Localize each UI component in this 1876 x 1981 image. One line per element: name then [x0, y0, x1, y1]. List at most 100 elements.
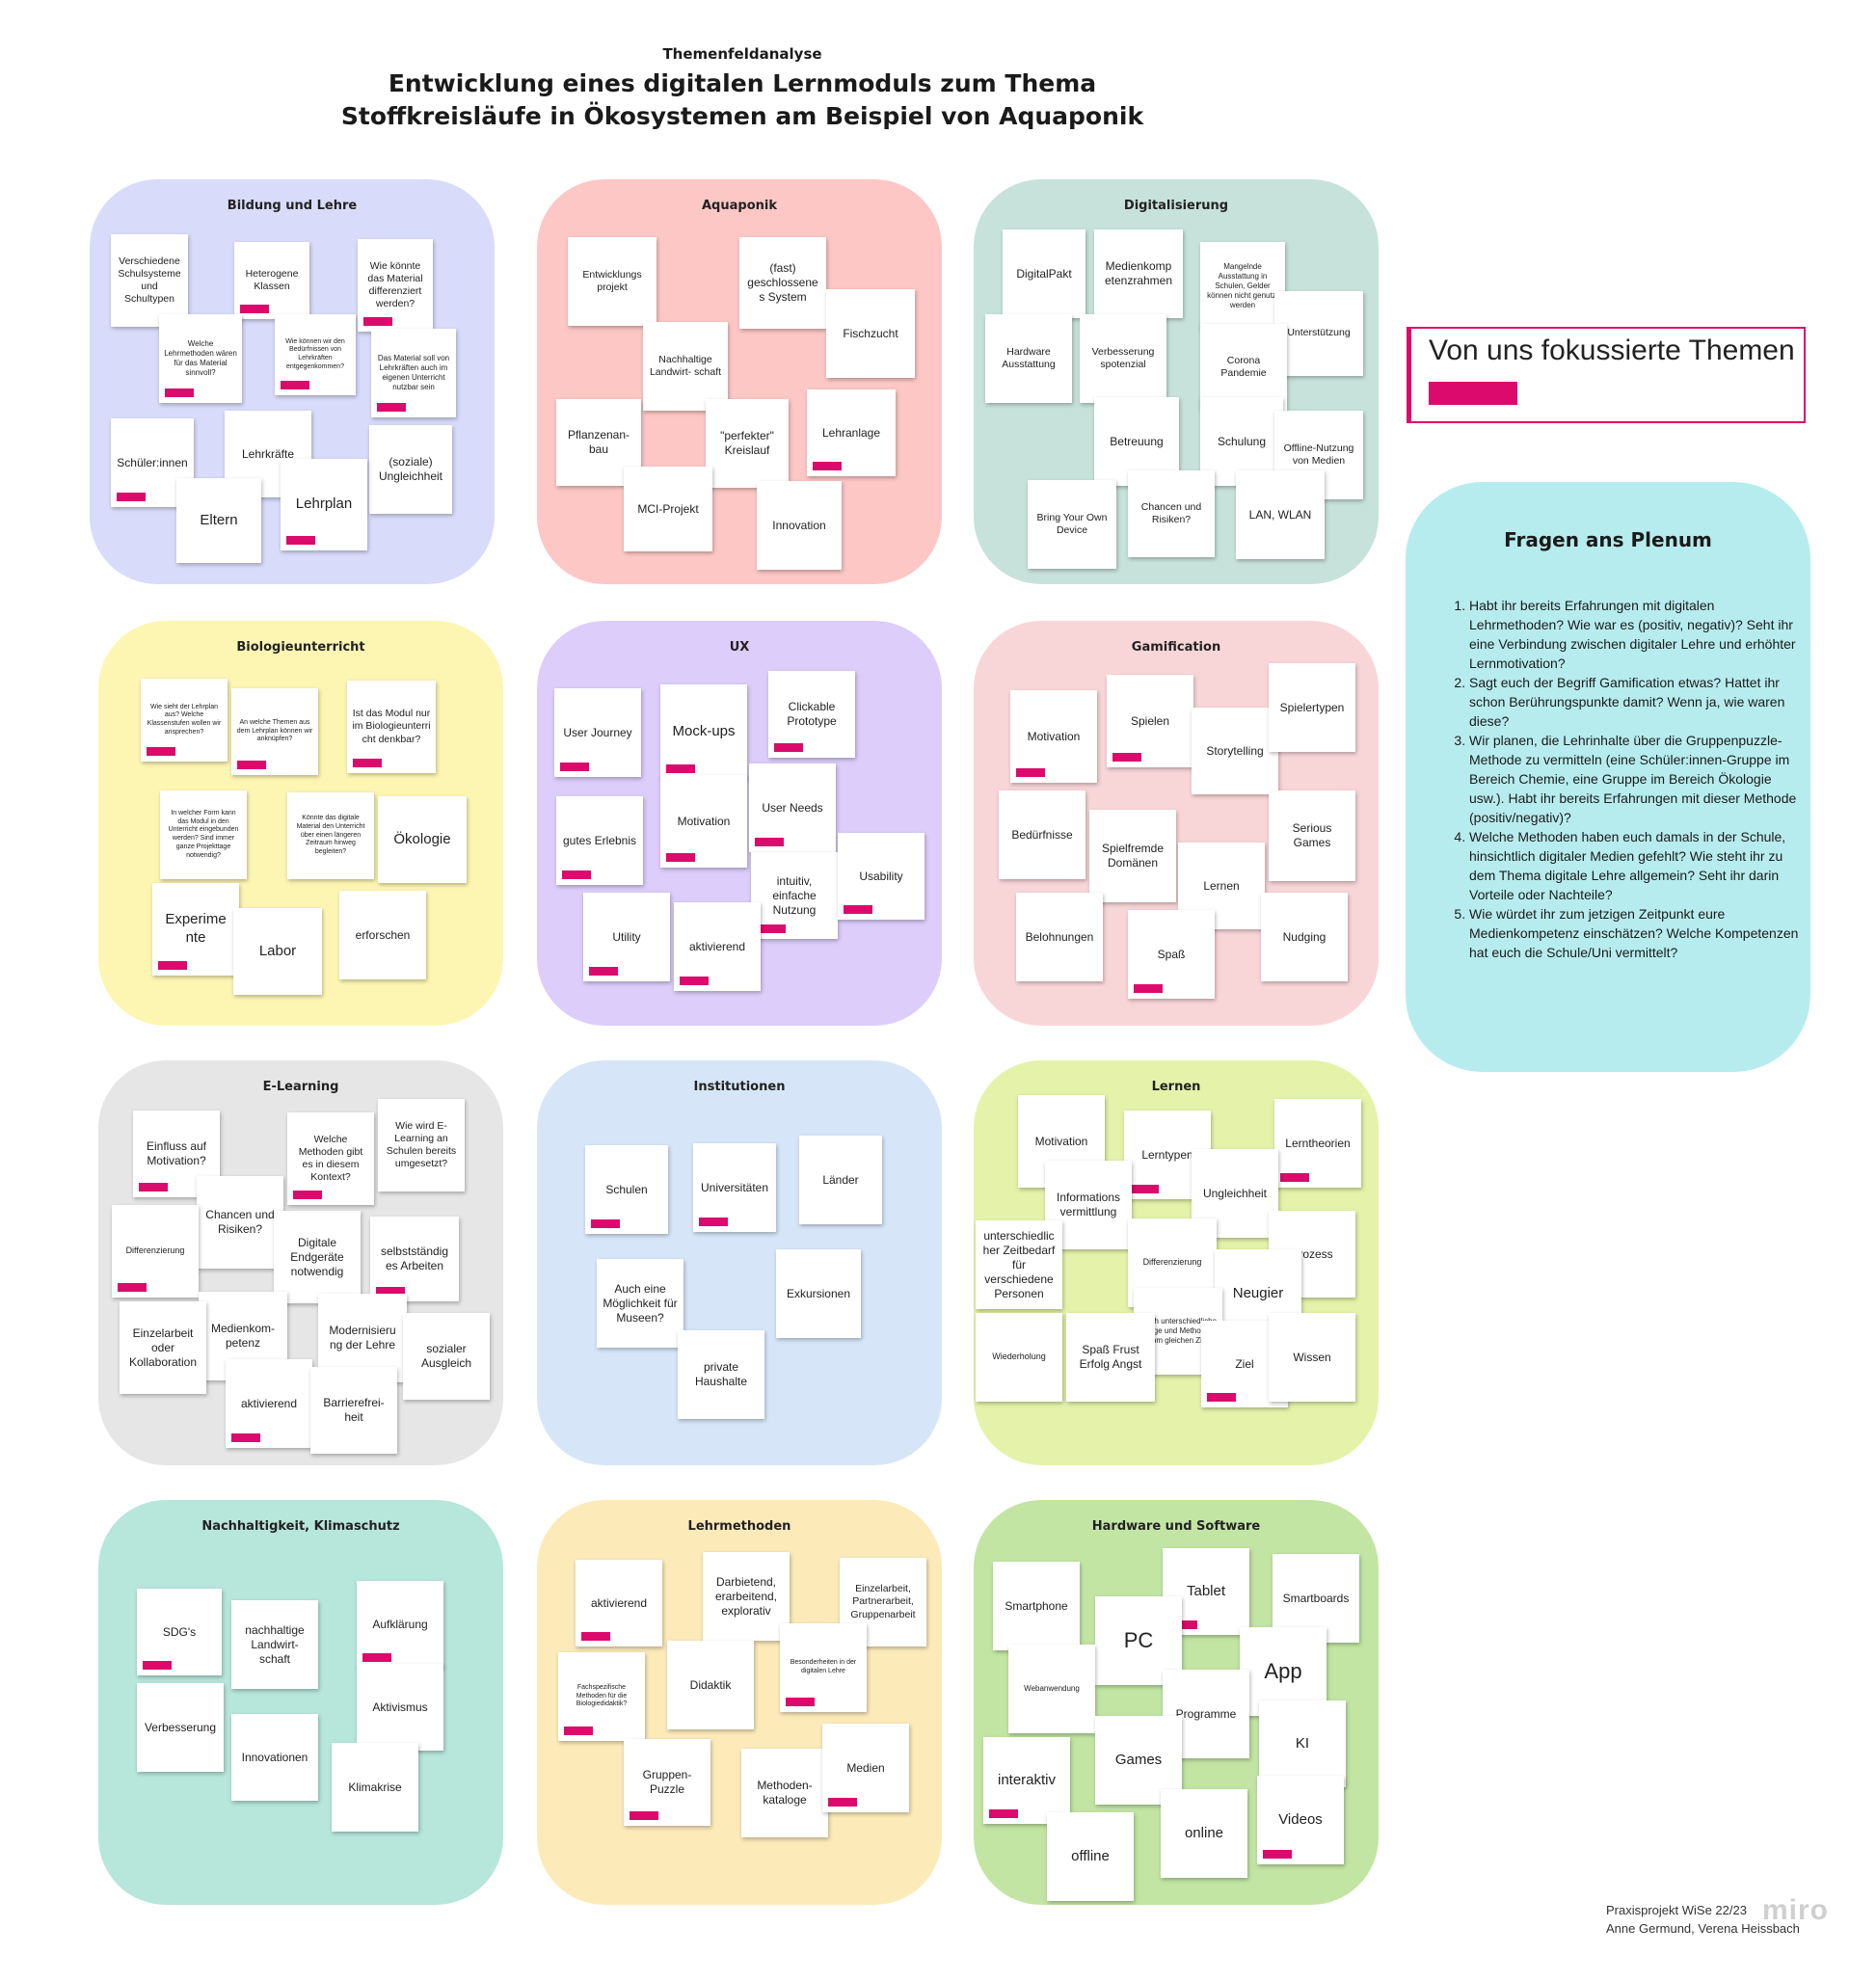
sticky-note[interactable]: nachhaltige Landwirt- schaft [231, 1600, 318, 1689]
sticky-note[interactable]: unterschiedlic her Zeitbedarf für versch… [976, 1220, 1062, 1309]
sticky-note[interactable]: Spaß [1128, 910, 1215, 999]
sticky-note[interactable]: Fischzucht [826, 289, 915, 378]
sticky-note[interactable]: Wie wird E-Learning an Schulen bereits u… [378, 1099, 465, 1191]
sticky-note[interactable]: Videos [1257, 1776, 1344, 1864]
sticky-note[interactable]: online [1161, 1789, 1247, 1878]
sticky-note[interactable]: Welche Lehrmethoden wären für das Materi… [159, 314, 242, 403]
legend-frame[interactable]: Von uns fokussierte Themen [1407, 327, 1806, 423]
sticky-note[interactable]: LAN, WLAN [1236, 470, 1325, 559]
theme-board[interactable]: UX User Journey Mock-ups Clickable Prototyp… [537, 621, 942, 1026]
sticky-note[interactable]: Schulen [585, 1145, 668, 1234]
sticky-note[interactable]: Fachspezifische Methoden für die Biologi… [558, 1652, 645, 1741]
sticky-note[interactable]: interaktiv [983, 1737, 1070, 1824]
sticky-note[interactable]: Ist das Modul nur im Biologieunterri cht… [347, 681, 436, 773]
sticky-note[interactable]: Chancen und Risiken? [197, 1176, 283, 1269]
theme-board[interactable]: E-Learning Einfluss auf Motivation? Welche… [98, 1060, 503, 1465]
sticky-note[interactable]: erforschen [339, 891, 426, 979]
sticky-note[interactable]: aktivierend [674, 902, 761, 991]
theme-board[interactable]: Gamification Motivation Spielen Storytellin… [974, 621, 1379, 1026]
sticky-note[interactable]: Belohnungen [1016, 893, 1103, 981]
sticky-note[interactable]: Usability [838, 833, 925, 920]
sticky-note[interactable]: Motivation [660, 775, 747, 868]
sticky-note[interactable]: Labor [233, 908, 322, 995]
theme-board[interactable]: Institutionen Schulen Universitäten Länder A… [537, 1060, 942, 1465]
plenum-board[interactable]: Fragen ans Plenum Habt ihr bereits Erfah… [1406, 482, 1810, 1072]
sticky-note[interactable]: MCI-Projekt [624, 467, 712, 551]
sticky-note[interactable]: Länder [799, 1136, 882, 1224]
sticky-note[interactable]: Nudging [1261, 893, 1348, 981]
sticky-note[interactable]: Aktivismus [357, 1664, 443, 1751]
sticky-note[interactable]: gutes Erlebnis [556, 796, 643, 885]
sticky-note[interactable]: offline [1047, 1812, 1134, 1901]
sticky-note[interactable]: aktivierend [576, 1560, 662, 1646]
theme-board[interactable]: Biologieunterricht Wie sieht der Lehrplan… [98, 621, 503, 1026]
sticky-note[interactable]: Barrierefrei- heit [310, 1367, 397, 1454]
sticky-note[interactable]: "perfekter" Kreislauf [706, 399, 789, 488]
theme-board[interactable]: Hardware und Software Smartphone Tablet Sma… [974, 1500, 1379, 1905]
sticky-note[interactable]: Entwicklungs projekt [568, 237, 657, 326]
sticky-note[interactable]: Aufklärung [357, 1581, 443, 1668]
sticky-note[interactable]: Digitale Endgeräte notwendig [274, 1211, 361, 1303]
sticky-note[interactable]: Verbesserung [137, 1683, 224, 1772]
sticky-note[interactable]: Medienkomp etenzrahmen [1094, 229, 1183, 318]
sticky-note[interactable]: Corona Pandemie [1200, 324, 1287, 411]
sticky-note[interactable]: Lerntheorien [1274, 1099, 1361, 1188]
theme-board[interactable]: Lehrmethoden aktivierend Darbietend, erarb… [537, 1500, 942, 1905]
sticky-note[interactable]: Wie sieht der Lehrplan aus? Welche Klass… [141, 679, 228, 762]
sticky-note[interactable]: Spielfremde Domänen [1089, 810, 1176, 902]
sticky-note[interactable]: Wie könnte das Material differenziert we… [358, 239, 433, 332]
sticky-note[interactable]: SDG's [137, 1589, 222, 1675]
sticky-note[interactable]: Clickable Prototype [768, 671, 855, 758]
sticky-note[interactable]: Storytelling [1192, 708, 1278, 794]
sticky-note[interactable]: User Journey [554, 688, 641, 777]
sticky-note[interactable]: private Haushalte [678, 1330, 764, 1419]
sticky-note[interactable]: (soziale) Ungleichheit [369, 425, 452, 514]
sticky-note[interactable]: Bring Your Own Device [1028, 480, 1116, 569]
sticky-note[interactable]: Auch eine Möglichkeit für Museen? [597, 1259, 683, 1348]
sticky-note[interactable]: Methoden- kataloge [741, 1749, 828, 1837]
sticky-note[interactable]: Mangelnde Ausstattung in Schulen, Gelder… [1200, 242, 1285, 331]
sticky-note[interactable]: selbstständig es Arbeiten [370, 1217, 459, 1301]
sticky-note[interactable]: Nachhaltige Landwirt- schaft [643, 322, 728, 411]
sticky-note[interactable]: Smartphone [993, 1562, 1080, 1650]
theme-board[interactable]: Bildung und Lehre Verschiedene Schulsyste… [90, 179, 495, 584]
sticky-note[interactable]: In welcher Form kann das Modul in den Un… [160, 790, 247, 879]
sticky-note[interactable]: Einzelarbeit oder Kollaboration [120, 1301, 206, 1394]
sticky-note[interactable]: Wissen [1269, 1313, 1355, 1402]
sticky-note[interactable]: Wie können wir den Bedürfnissen von Lehr… [275, 314, 356, 395]
theme-board[interactable]: Lernen Motivation Lerntypen Lerntheorien Inf… [974, 1060, 1379, 1465]
sticky-note[interactable]: Innovationen [231, 1714, 318, 1801]
sticky-note[interactable]: Exkursionen [776, 1249, 861, 1338]
sticky-note[interactable]: DigitalPakt [1003, 229, 1085, 318]
sticky-note[interactable]: Lehrplan [281, 459, 367, 550]
sticky-note[interactable]: Experime nte [152, 883, 239, 976]
sticky-note[interactable]: Serious Games [1269, 790, 1355, 881]
sticky-note[interactable]: Wiederholung [976, 1313, 1062, 1402]
sticky-note[interactable]: Verbesserung spotenzial [1080, 314, 1166, 403]
sticky-note[interactable]: Differenzierung [112, 1205, 199, 1298]
sticky-note[interactable]: Lehranlage [807, 389, 896, 476]
sticky-note[interactable]: Heterogene Klassen [234, 242, 309, 319]
sticky-note[interactable]: Bedürfnisse [999, 790, 1085, 879]
sticky-note[interactable]: aktivierend [226, 1359, 312, 1448]
sticky-note[interactable]: Klimakrise [332, 1743, 418, 1832]
sticky-note[interactable]: Das Material soll von Lehrkräften auch i… [371, 329, 456, 417]
sticky-note[interactable]: Chancen und Risiken? [1128, 470, 1215, 557]
theme-board[interactable]: Nachhaltigkeit, Klimaschutz SDG's nachhalt… [98, 1500, 503, 1905]
sticky-note[interactable]: Unterstützung [1274, 291, 1363, 376]
sticky-note[interactable]: Gruppen- Puzzle [624, 1739, 710, 1826]
sticky-note[interactable]: Ökologie [378, 796, 467, 883]
sticky-note[interactable]: Utility [583, 893, 670, 981]
sticky-note[interactable]: Didaktik [667, 1641, 754, 1729]
sticky-note[interactable]: Verschiedene Schulsysteme und Schultypen [111, 234, 188, 327]
sticky-note[interactable]: Besonderheiten in der digitalen Lehre [780, 1623, 867, 1712]
sticky-note[interactable]: KI [1259, 1700, 1346, 1787]
sticky-note[interactable]: Spielen [1107, 675, 1193, 767]
sticky-note[interactable]: Spielertypen [1269, 663, 1355, 752]
sticky-note[interactable]: Medien [822, 1724, 909, 1812]
theme-board[interactable]: Aquaponik Entwicklungs projekt (fast) gesc… [537, 179, 942, 584]
sticky-note[interactable]: sozialer Ausgleich [403, 1313, 490, 1400]
sticky-note[interactable]: Eltern [176, 478, 261, 563]
theme-board[interactable]: Digitalisierung DigitalPakt Medienkomp ete… [974, 179, 1379, 584]
sticky-note[interactable]: Spaß Frust Erfolg Angst [1066, 1313, 1155, 1402]
